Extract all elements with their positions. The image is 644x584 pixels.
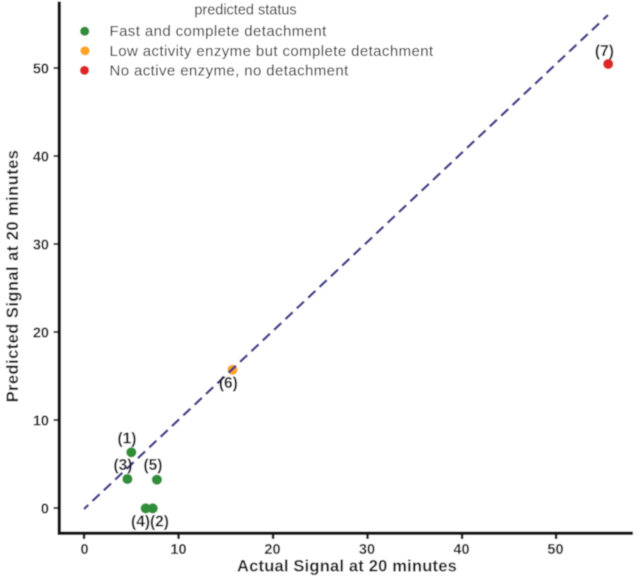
svg-text:(5): (5) <box>144 457 163 474</box>
svg-text:(3): (3) <box>114 457 133 474</box>
svg-text:(6): (6) <box>219 375 238 392</box>
svg-text:Actual Signal at 20 minutes: Actual Signal at 20 minutes <box>237 558 457 576</box>
svg-text:10: 10 <box>170 542 186 558</box>
svg-text:40: 40 <box>33 149 49 165</box>
svg-text:0: 0 <box>41 501 49 517</box>
svg-text:50: 50 <box>33 61 49 77</box>
svg-text:predicted status: predicted status <box>194 3 296 19</box>
svg-text:Fast and complete detachment: Fast and complete detachment <box>110 23 328 40</box>
svg-text:50: 50 <box>547 542 563 558</box>
svg-text:20: 20 <box>33 325 49 341</box>
svg-text:30: 30 <box>33 237 49 253</box>
svg-text:(4)(2): (4)(2) <box>131 514 169 531</box>
svg-text:Low activity enzyme but comple: Low activity enzyme but complete detachm… <box>110 43 434 60</box>
svg-text:Predicted Signal at 20 minutes: Predicted Signal at 20 minutes <box>4 150 22 403</box>
svg-text:0: 0 <box>80 542 88 558</box>
svg-text:(7): (7) <box>595 43 614 60</box>
svg-text:30: 30 <box>359 542 375 558</box>
svg-text:(1): (1) <box>118 431 137 448</box>
svg-text:10: 10 <box>33 413 49 429</box>
svg-text:20: 20 <box>264 542 280 558</box>
svg-text:No active enzyme, no detachmen: No active enzyme, no detachment <box>110 62 350 79</box>
svg-text:40: 40 <box>453 542 469 558</box>
